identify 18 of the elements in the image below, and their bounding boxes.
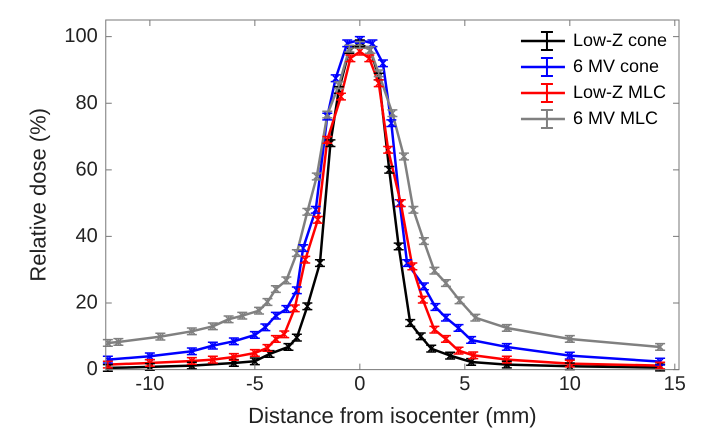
x-tick-label: 10	[558, 373, 581, 396]
y-axis-title: Relative dose (%)	[25, 108, 50, 282]
x-tick-label: 15	[664, 373, 686, 396]
legend-label: 6 MV cone	[572, 56, 660, 76]
x-tick-label: 5	[459, 373, 470, 396]
legend-label: Low-Z MLC	[572, 82, 666, 102]
legend-label: Low-Z cone	[572, 30, 668, 50]
y-tick-label: 60	[76, 158, 98, 180]
y-tick-label: 0	[86, 358, 98, 380]
x-tick-label: -10	[135, 373, 164, 396]
x-tick-label: -5	[246, 373, 264, 396]
y-tick-label: 20	[76, 292, 98, 314]
x-axis-title: Distance from isocenter (mm)	[248, 402, 537, 428]
y-tick-label: 100	[64, 25, 98, 48]
y-tick-label: 40	[76, 224, 98, 247]
y-tick-label: 80	[76, 92, 98, 114]
x-tick-label: 0	[354, 373, 366, 396]
legend-label: 6 MV MLC	[572, 108, 658, 128]
